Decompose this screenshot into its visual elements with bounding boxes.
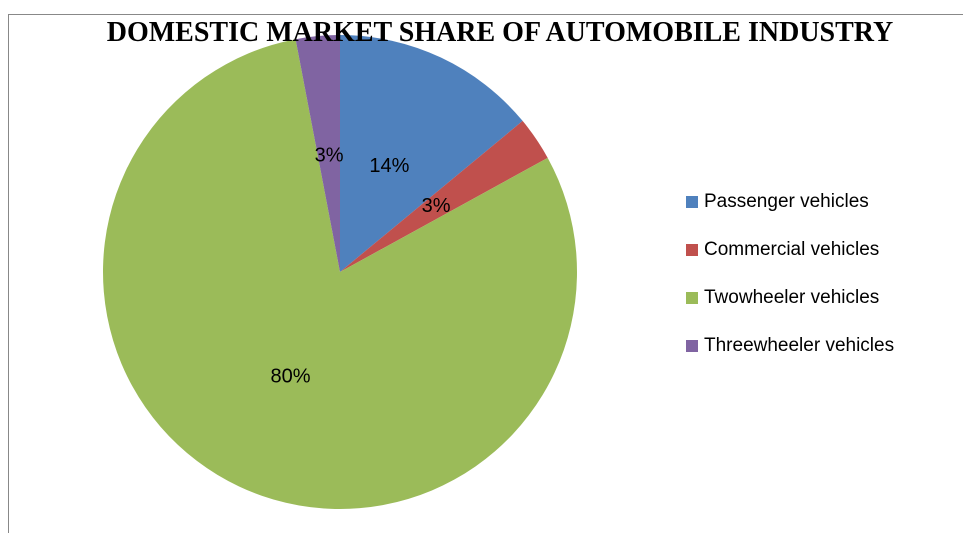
data-label: 3% [315,145,344,167]
chart-frame [8,14,963,533]
legend-label: Threewheeler vehicles [704,335,894,356]
legend-swatch [686,340,698,352]
chart-title: DOMESTIC MARKET SHARE OF AUTOMOBILE INDU… [106,17,894,48]
data-label: 3% [422,195,451,217]
legend-swatch [686,244,698,256]
legend-label: Passenger vehicles [704,191,869,212]
legend-label: Commercial vehicles [704,239,879,260]
legend-swatch [686,292,698,304]
legend-swatch [686,196,698,208]
pie-slice [103,39,578,509]
pie-slice [295,35,340,272]
pie-slice [340,35,523,272]
data-label: 80% [271,365,311,387]
pie-slice [340,120,548,272]
data-label: 14% [369,155,409,177]
legend-label: Twowheeler vehicles [704,287,879,308]
